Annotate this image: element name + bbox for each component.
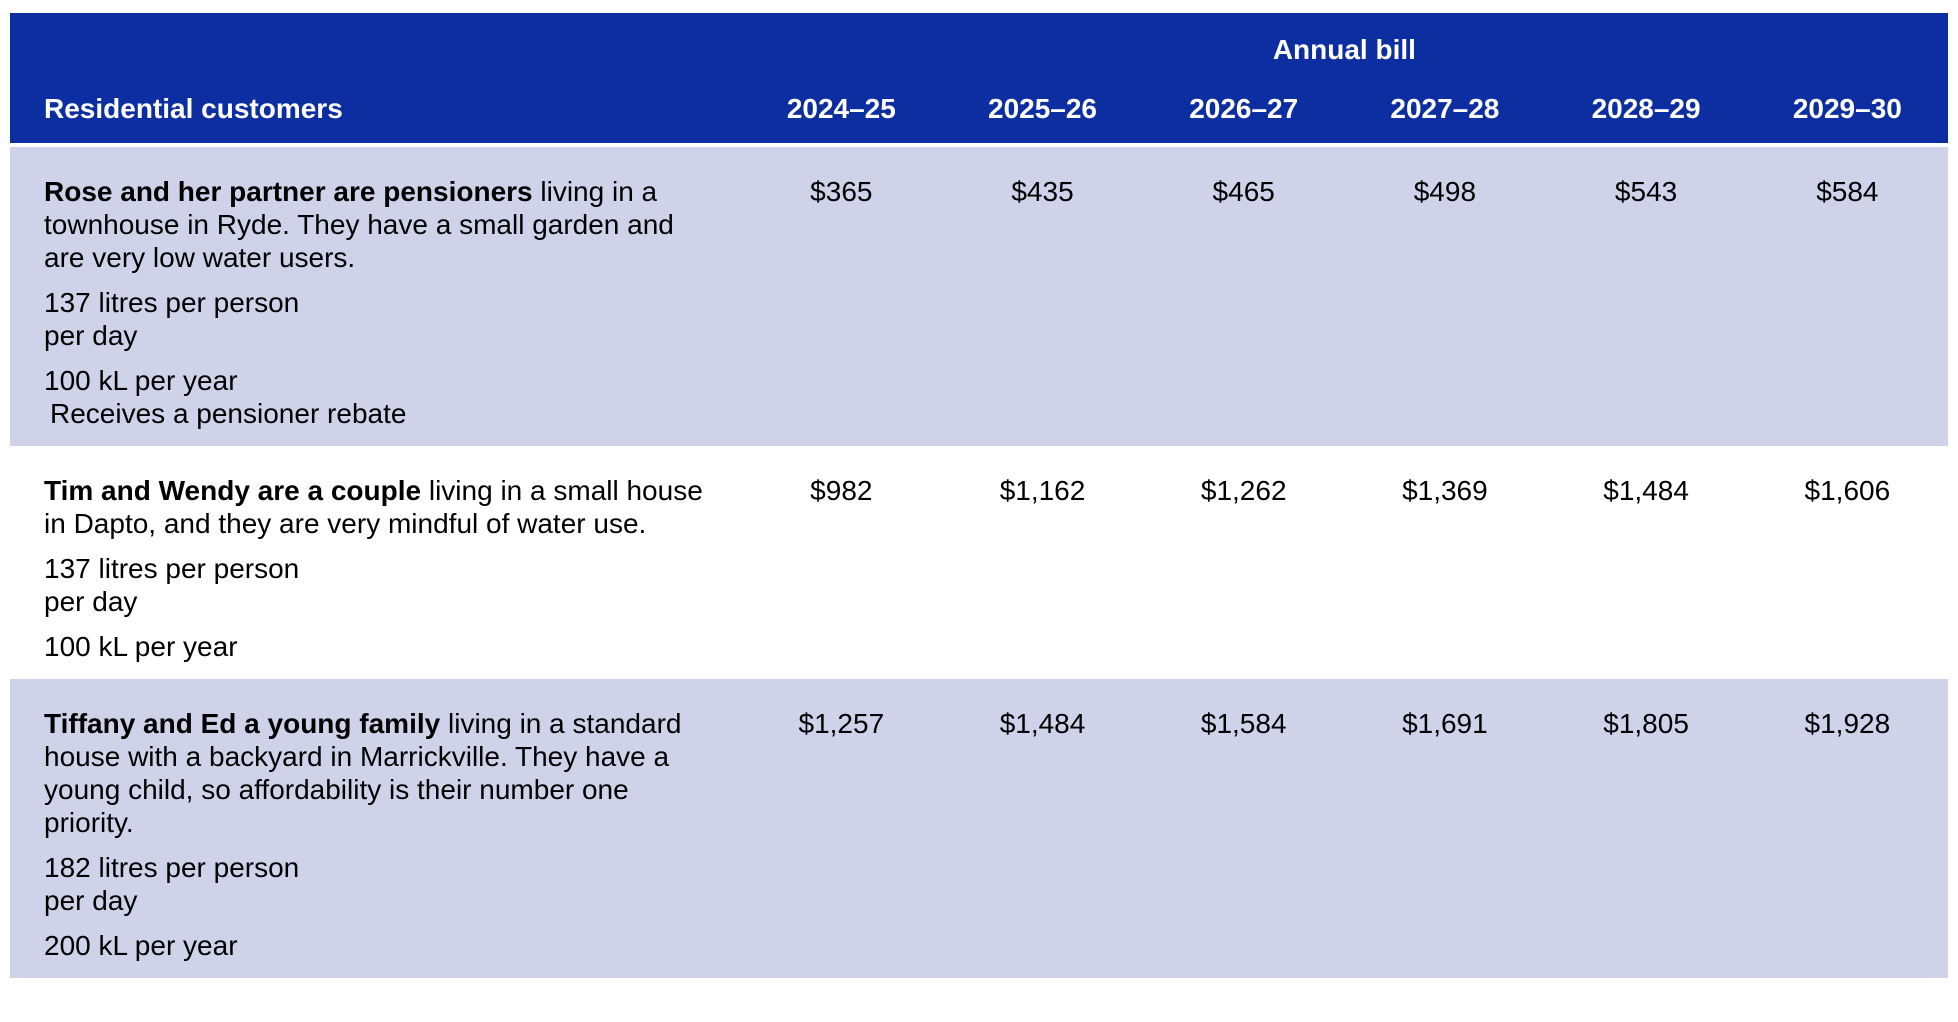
bill-value: $1,484: [1545, 446, 1747, 679]
customer-description: Tiffany and Ed a young family living in …: [10, 679, 741, 978]
bill-value: $1,262: [1143, 446, 1345, 679]
bill-value: $498: [1344, 145, 1546, 446]
bill-value: $1,162: [941, 446, 1144, 679]
annual-volume: 100 kL per year Receives a pensioner reb…: [44, 364, 717, 430]
customer-description: Rose and her partner are pensioners livi…: [10, 145, 741, 446]
bill-value: $1,484: [941, 679, 1144, 978]
residential-customers-header: Residential customers: [10, 67, 741, 147]
year-header-2027-28: 2027–28: [1344, 67, 1546, 147]
usage-line-2: per day: [44, 885, 138, 916]
bill-value: $435: [941, 145, 1144, 446]
bill-value: $1,369: [1344, 446, 1546, 679]
bill-value: $543: [1545, 145, 1747, 446]
page: Annual bill Residential customers 2024–2…: [10, 13, 1948, 978]
year-header-2025-26: 2025–26: [941, 67, 1144, 147]
table-row-tiffany-ed: Tiffany and Ed a young family living in …: [10, 679, 1948, 978]
customer-name: Tiffany and Ed a young family: [44, 708, 441, 739]
year-header-2028-29: 2028–29: [1545, 67, 1747, 147]
table-header: Annual bill Residential customers 2024–2…: [10, 13, 1948, 147]
volume-line: 100 kL per year: [44, 365, 238, 396]
customer-summary: Rose and her partner are pensioners livi…: [44, 175, 717, 274]
annual-bill-header-row: Annual bill: [10, 13, 1948, 67]
bill-value: $982: [740, 446, 942, 679]
year-header-2024-25: 2024–25: [740, 67, 942, 147]
customer-detail: living in a townhouse in Ryde. They have…: [44, 176, 674, 273]
usage-per-person: 137 litres per person per day: [44, 552, 717, 618]
annual-bill-table: Annual bill Residential customers 2024–2…: [10, 13, 1948, 978]
bill-value: $584: [1746, 145, 1948, 446]
annual-volume: 100 kL per year: [44, 630, 717, 663]
customer-description: Tim and Wendy are a couple living in a s…: [10, 446, 741, 679]
customer-summary: Tim and Wendy are a couple living in a s…: [44, 474, 717, 540]
bill-value: $1,257: [740, 679, 942, 978]
volume-line: 200 kL per year: [44, 930, 238, 961]
usage-line-1: 182 litres per person: [44, 852, 300, 883]
header-corner-cell: [10, 13, 741, 67]
column-header-row: Residential customers 2024–25 2025–26 20…: [10, 67, 1948, 147]
usage-per-person: 182 litres per person per day: [44, 851, 717, 917]
table-row-tim-wendy: Tim and Wendy are a couple living in a s…: [10, 446, 1948, 679]
annual-volume: 200 kL per year: [44, 929, 717, 962]
bill-value: $465: [1143, 145, 1345, 446]
rebate-note: Receives a pensioner rebate: [50, 398, 407, 429]
volume-line: 100 kL per year: [44, 631, 238, 662]
customer-name: Rose and her partner are pensioners: [44, 176, 533, 207]
customer-summary: Tiffany and Ed a young family living in …: [44, 707, 717, 839]
bill-value: $1,805: [1545, 679, 1747, 978]
usage-line-1: 137 litres per person: [44, 553, 300, 584]
bill-value: $1,584: [1143, 679, 1345, 978]
customer-name: Tim and Wendy are a couple: [44, 475, 422, 506]
customer-detail: living in a standard house with a backya…: [44, 708, 682, 838]
usage-line-1: 137 litres per person: [44, 287, 300, 318]
table-row-rose: Rose and her partner are pensioners livi…: [10, 145, 1948, 446]
bill-value: $1,606: [1746, 446, 1948, 679]
annual-bill-label: Annual bill: [740, 13, 1948, 67]
usage-line-2: per day: [44, 586, 138, 617]
customer-detail: living in a small house in Dapto, and th…: [44, 475, 703, 539]
bill-value: $1,691: [1344, 679, 1546, 978]
bill-value: $365: [740, 145, 942, 446]
bill-value: $1,928: [1746, 679, 1948, 978]
usage-per-person: 137 litres per person per day: [44, 286, 717, 352]
year-header-2026-27: 2026–27: [1143, 67, 1345, 147]
year-header-2029-30: 2029–30: [1746, 67, 1948, 147]
usage-line-2: per day: [44, 320, 138, 351]
